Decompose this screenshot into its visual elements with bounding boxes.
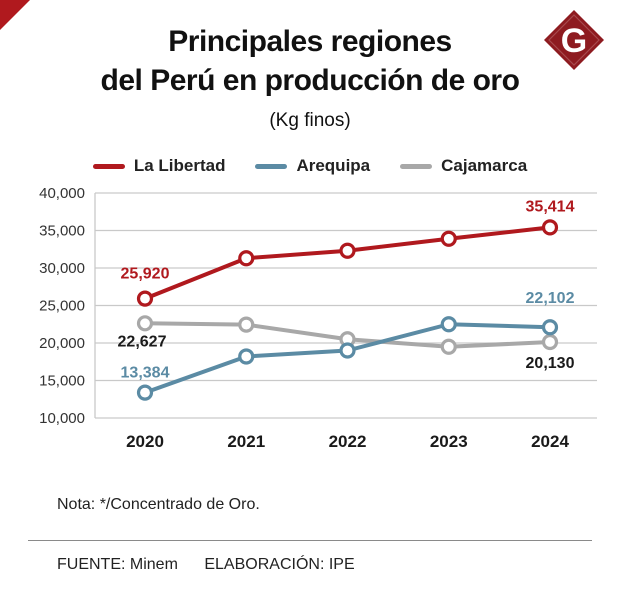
legend-item-la-libertad: La Libertad [92, 156, 226, 176]
chart-area: 10,000 15,000 20,000 25,000 30,000 35,000 40,0… [0, 178, 620, 468]
svg-text:10,000: 10,000 [39, 410, 85, 427]
svg-text:30,000: 30,000 [39, 260, 85, 277]
svg-text:22,627: 22,627 [118, 333, 167, 350]
svg-text:2023: 2023 [430, 432, 468, 451]
title-line-1: Principales regiones [168, 25, 452, 58]
logo-diamond-inner-border [548, 14, 600, 66]
footnote: Nota: */Concentrado de Oro. [57, 496, 260, 513]
legend-item-arequipa: Arequipa [255, 156, 370, 176]
elaboration-label: ELABORACIÓN: IPE [204, 556, 355, 573]
svg-text:25,920: 25,920 [121, 266, 170, 283]
footer: FUENTE: Minem ELABORACIÓN: IPE [57, 556, 620, 574]
svg-text:15,000: 15,000 [39, 373, 85, 390]
svg-text:2021: 2021 [227, 432, 265, 451]
gestion-logo: G [544, 10, 604, 70]
legend-line-swatch [400, 163, 433, 169]
svg-text:25,000: 25,000 [39, 298, 85, 315]
svg-text:2020: 2020 [126, 432, 164, 451]
chart-legend: La Libertad Arequipa Cajamarca [0, 156, 620, 176]
svg-text:2022: 2022 [329, 432, 367, 451]
title-line-2: del Perú en producción de oro [100, 64, 520, 97]
legend-label: La Libertad [133, 156, 226, 175]
svg-text:20,000: 20,000 [39, 335, 85, 352]
gold-production-line-chart: 10,000 15,000 20,000 25,000 30,000 35,000 40,0… [39, 185, 597, 451]
svg-text:13,384: 13,384 [121, 365, 170, 382]
header: Principales regiones del Perú en producc… [0, 0, 620, 132]
page-title: Principales regiones del Perú en producc… [0, 22, 620, 100]
svg-text:40,000: 40,000 [39, 185, 85, 202]
svg-text:35,414: 35,414 [526, 198, 575, 215]
svg-text:22,102: 22,102 [526, 290, 575, 307]
logo-diamond [544, 10, 604, 70]
source-label: FUENTE: Minem [57, 556, 178, 573]
svg-text:35,000: 35,000 [39, 223, 85, 240]
legend-line-swatch [92, 163, 125, 169]
logo-letter: G [561, 22, 587, 60]
legend-label: Cajamarca [441, 156, 528, 175]
corner-triangle-accent [0, 0, 30, 30]
legend-line-swatch [255, 163, 288, 169]
svg-text:2024: 2024 [531, 432, 569, 451]
legend-label: Arequipa [296, 156, 371, 175]
chart-units-subtitle: (Kg finos) [269, 110, 351, 131]
footer-divider [28, 540, 592, 541]
legend-item-cajamarca: Cajamarca [400, 156, 527, 176]
svg-text:20,130: 20,130 [526, 355, 575, 372]
